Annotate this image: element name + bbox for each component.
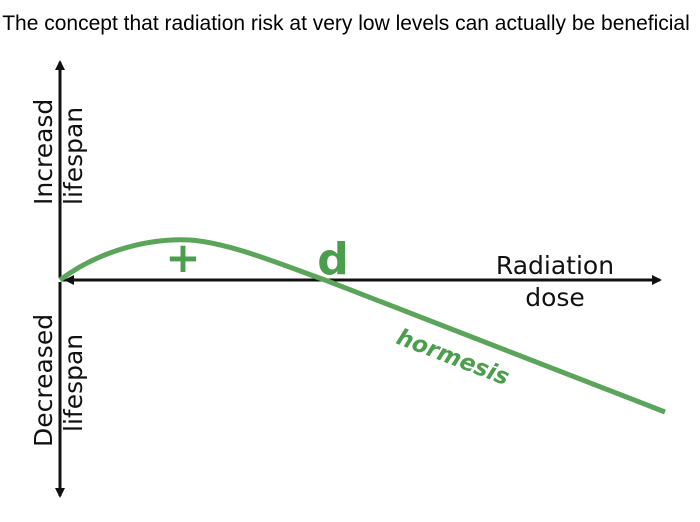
hormesis-curve [58, 237, 666, 415]
x-axis-label: dose [525, 283, 585, 312]
y-lower-label: lifespan [59, 334, 88, 432]
y-lower-label: Decreased [29, 314, 58, 447]
curve-label: hormesis [393, 324, 513, 391]
title: The concept that radiation risk at very … [2, 12, 690, 35]
y-upper-label: lifespan [59, 107, 88, 205]
y-upper-label: Increasd [29, 99, 58, 205]
dose-point-label: d [317, 234, 349, 285]
plus-annotation: + [165, 233, 200, 282]
x-axis-label: Radiation [496, 251, 614, 280]
